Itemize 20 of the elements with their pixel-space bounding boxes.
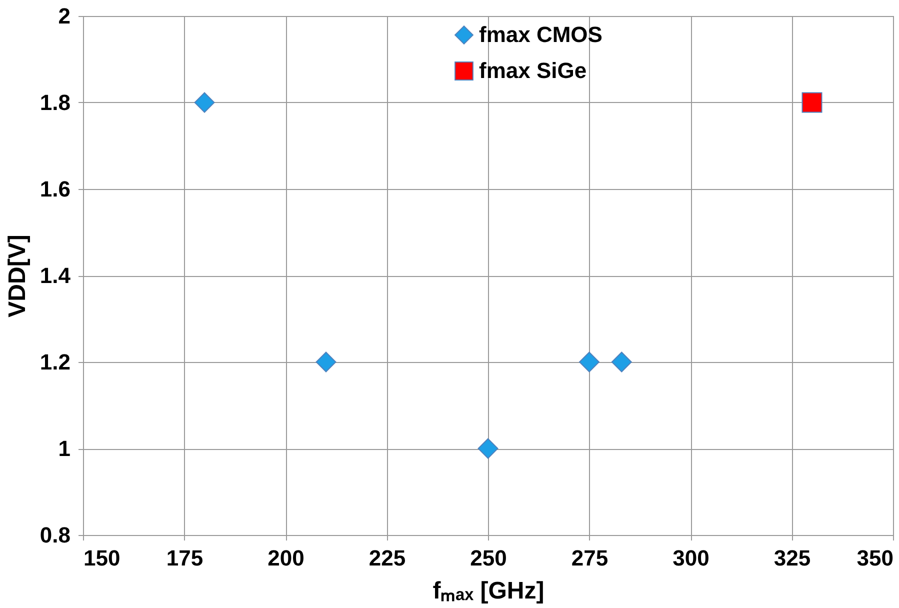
x-tick-label: 350 — [856, 546, 894, 570]
y-tick-label: 1.2 — [40, 350, 70, 374]
y-tick-label: 2 — [58, 4, 70, 28]
y-tick-label: 1.8 — [40, 90, 70, 115]
x-axis-title: fₘₐₓ [GHz] — [432, 578, 544, 604]
x-tick-label: 300 — [672, 546, 710, 570]
x-tick-label: 250 — [470, 546, 507, 570]
x-tick-label: 275 — [571, 546, 608, 570]
y-tick-label: 0.8 — [40, 522, 70, 548]
x-tick-label: 325 — [774, 546, 811, 570]
x-tick-label: 150 — [84, 546, 120, 570]
y-tick-label: 1.6 — [40, 176, 70, 202]
y-axis-title: VDD[V] — [4, 234, 31, 318]
x-tick-label: 225 — [368, 546, 406, 570]
y-tick-label: 1.4 — [40, 263, 72, 288]
x-tick-label: 200 — [268, 546, 304, 570]
legend-label: fmax CMOS — [479, 22, 602, 47]
y-tick-label: 1 — [58, 436, 70, 461]
x-tick-label: 175 — [166, 546, 204, 570]
legend-label: fmax SiGe — [479, 58, 587, 83]
